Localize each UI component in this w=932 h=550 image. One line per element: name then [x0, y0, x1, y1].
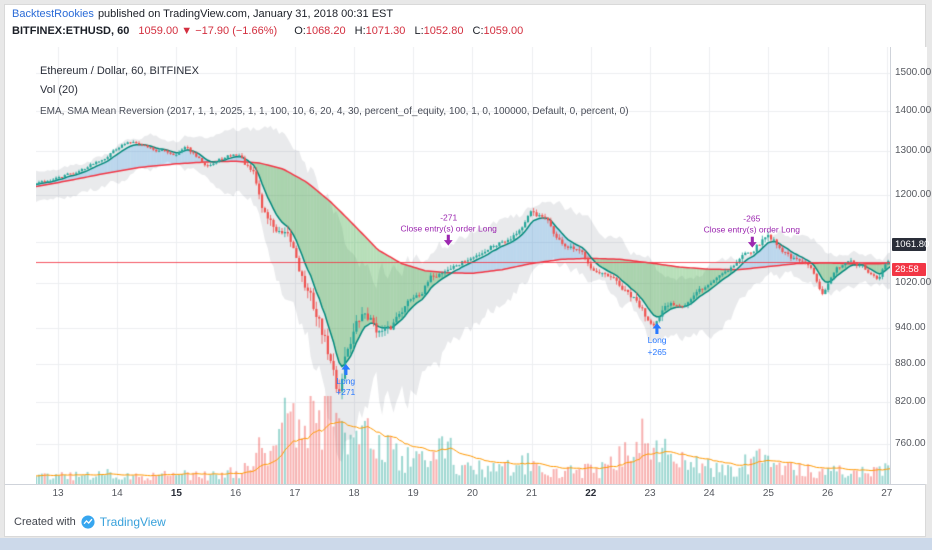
- chart-plot-area[interactable]: Ethereum / Dollar, 60, BITFINEX Vol (20)…: [36, 47, 890, 484]
- high-value: 1071.30: [365, 25, 406, 37]
- close-label: C:: [472, 25, 484, 37]
- price-chart-canvas[interactable]: [36, 47, 890, 484]
- time-axis-label: 13: [52, 488, 64, 499]
- time-axis-label: 25: [762, 488, 774, 499]
- time-axis-label: 18: [348, 488, 360, 499]
- symbol-title: BITFINEX:ETHUSD, 60: [12, 25, 130, 37]
- price-axis-label: 820.00: [895, 396, 926, 408]
- time-axis-label: 15: [170, 488, 182, 499]
- bottom-strip: [0, 538, 932, 550]
- header-publish-line: BacktestRookies published on TradingView.…: [12, 8, 393, 20]
- high-label: H:: [354, 25, 366, 37]
- price-axis-label: 1400.00: [895, 104, 932, 116]
- time-axis-label: 23: [644, 488, 656, 499]
- time-axis-label: 19: [407, 488, 419, 499]
- time-axis-border: [5, 484, 925, 485]
- price-change: ▼ −17.90 (−1.66%): [181, 25, 278, 37]
- close-value: 1059.00: [483, 25, 524, 37]
- price-axis-label: 1300.00: [895, 145, 932, 157]
- time-axis-label: 21: [526, 488, 538, 499]
- time-axis-label: 24: [703, 488, 715, 499]
- header-symbol-line: BITFINEX:ETHUSD, 60 1059.00 ▼ −17.90 (−1…: [12, 25, 523, 37]
- time-axis[interactable]: 13 14 15 16 17 18 19 20 21 22 23 24 25 26 27: [5, 485, 925, 502]
- last-price: 1059.00: [138, 25, 179, 37]
- study-value-badge: 1061.80: [892, 237, 929, 251]
- low-label: L:: [414, 25, 424, 37]
- price-axis[interactable]: 1500.00 1400.00 1300.00 1200.00 1020.00 940.0…: [890, 47, 931, 484]
- countdown-badge: 28:58: [892, 262, 926, 276]
- tradingview-logo-icon[interactable]: [81, 515, 95, 529]
- time-axis-label: 14: [111, 488, 123, 499]
- tradingview-brand-link[interactable]: TradingView: [99, 515, 166, 529]
- time-axis-label: 26: [822, 488, 834, 499]
- time-axis-label: 20: [466, 488, 478, 499]
- time-axis-label: 22: [585, 488, 597, 499]
- price-axis-label: 1020.00: [895, 277, 932, 289]
- time-axis-label: 17: [289, 488, 301, 499]
- open-value: 1068.20: [305, 25, 346, 37]
- price-axis-label: 760.00: [895, 437, 926, 449]
- price-axis-label: 1500.00: [895, 67, 932, 78]
- time-axis-label: 27: [881, 488, 893, 499]
- time-axis-label: 16: [230, 488, 242, 499]
- open-label: O:: [294, 25, 306, 37]
- chart-card: BacktestRookies published on TradingView.…: [4, 4, 931, 537]
- price-axis-label: 1200.00: [895, 188, 932, 200]
- published-text: published on TradingView.com, January 31…: [97, 8, 394, 20]
- created-with-text: Created with: [14, 516, 76, 528]
- low-value: 1052.80: [423, 25, 464, 37]
- price-axis-label: 880.00: [895, 357, 926, 369]
- author-link[interactable]: BacktestRookies: [12, 8, 94, 20]
- footer: Created with TradingView: [5, 508, 925, 536]
- price-axis-label: 940.00: [895, 321, 926, 333]
